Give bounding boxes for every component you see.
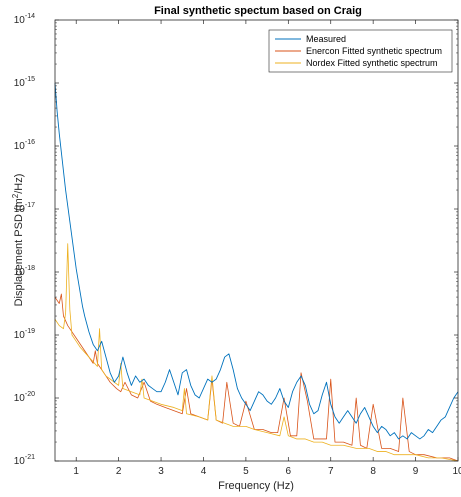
x-tick-label: 4: [201, 466, 207, 477]
y-tick-label: 10-18: [14, 265, 35, 278]
x-tick-label: 9: [413, 466, 419, 477]
series-line-measured: [54, 82, 459, 440]
legend-label: Measured: [306, 34, 346, 44]
legend-label: Nordex Fitted synthetic spectrum: [306, 58, 438, 68]
x-tick-label: 8: [370, 466, 376, 477]
y-tick-label: 10-15: [14, 76, 35, 89]
ticks-layer: 1 2 3 4 5 6 7 8 9 10 10-21 10-20 10-19 10-18 10-17 10-1…: [14, 13, 461, 477]
x-tick-label: 10: [452, 466, 461, 477]
y-tick-label: 10-17: [14, 202, 35, 215]
y-axis-label-main: Displacement PSD (m: [13, 198, 25, 306]
y-tick-label: 10-19: [14, 328, 35, 341]
x-tick-label: 3: [158, 466, 164, 477]
x-tick-label: 2: [116, 466, 122, 477]
legend-label: Enercon Fitted synthetic spectrum: [306, 46, 442, 56]
chart-title: Final synthetic spectum based on Craig: [154, 5, 362, 17]
x-tick-label: 7: [328, 466, 334, 477]
legend: Measured Enercon Fitted synthetic spectru…: [268, 29, 453, 73]
x-axis-label: Frequency (Hz): [218, 480, 294, 492]
series-line-nordex-fitted-synthetic-spectrum: [54, 243, 459, 462]
plot-frame: [54, 19, 459, 462]
y-axis-label-sup: 2: [11, 193, 20, 198]
x-tick-label: 1: [73, 466, 79, 477]
y-tick-label: 10-14: [14, 13, 35, 26]
y-axis-label-tail: /Hz): [13, 174, 25, 194]
y-axis-label: Displacement PSD (m2/Hz): [11, 174, 25, 307]
x-tick-label: 6: [286, 466, 292, 477]
x-tick-label: 5: [243, 466, 249, 477]
series-layer: [54, 82, 459, 462]
y-tick-label: 10-21: [14, 454, 35, 467]
y-tick-label: 10-16: [14, 139, 35, 152]
y-tick-label: 10-20: [14, 391, 35, 404]
plot-area: [55, 20, 458, 461]
